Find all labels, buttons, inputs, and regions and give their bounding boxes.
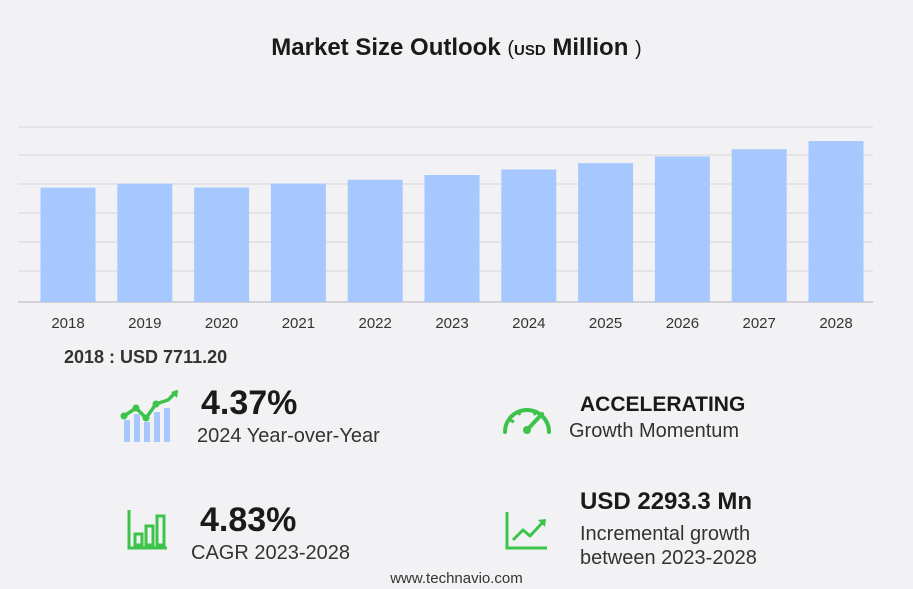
kpi-incremental-label-line1: Incremental growth	[580, 523, 751, 545]
bar-2027	[731, 149, 787, 302]
base-year-value: 2018 : USD 7711.20	[64, 347, 228, 367]
trend-line-icon	[505, 512, 547, 550]
bar-2023	[424, 175, 480, 302]
speedometer-icon	[503, 408, 551, 434]
kpi-cagr-label: CAGR 2023-2028	[191, 542, 350, 564]
bar-2024	[501, 169, 557, 302]
x-tick-label-2018: 2018	[51, 315, 84, 332]
title-main: Market Size Outlook	[271, 34, 501, 61]
bar-2025	[578, 163, 634, 302]
x-tick-label-2021: 2021	[282, 315, 315, 332]
kpi-momentum: ACCELERATING Growth Momentum	[569, 393, 745, 443]
kpi-momentum-value: ACCELERATING	[580, 393, 746, 416]
bar-2018	[40, 187, 96, 302]
kpi-momentum-label: Growth Momentum	[569, 420, 740, 442]
x-tick-label-2028: 2028	[819, 315, 852, 332]
bar-2028	[808, 141, 864, 302]
x-tick-label-2024: 2024	[512, 315, 545, 332]
kpi-incremental-value: USD 2293.3 Mn	[580, 488, 753, 515]
title-unit-open: (	[507, 38, 515, 60]
bar-chart: 2018 2019 2020 2021 2022 2023 2024 2025 2026 2027…	[18, 126, 873, 332]
x-tick-label-2019: 2019	[128, 315, 161, 332]
bar-2019	[117, 183, 173, 302]
x-tick-label-2027: 2027	[743, 315, 776, 332]
x-tick-label-2026: 2026	[666, 315, 699, 332]
bar-2022	[347, 179, 403, 302]
x-tick-label-2023: 2023	[435, 315, 468, 332]
x-tick-label-2020: 2020	[205, 315, 238, 332]
chart-title: Market Size Outlook (USD Million )	[0, 34, 913, 62]
kpi-incremental: USD 2293.3 Mn Incremental growth between…	[580, 488, 757, 570]
bar-2020	[194, 187, 250, 302]
kpi-incremental-label-line2: between 2023-2028	[580, 547, 757, 569]
growth-bars-icon	[120, 390, 178, 442]
footer-source: www.technavio.com	[390, 570, 523, 587]
kpi-yoy: 4.37% 2024 Year-over-Year	[197, 384, 380, 448]
bar-2026	[654, 156, 710, 302]
x-tick-label-2025: 2025	[589, 315, 622, 332]
kpi-yoy-value: 4.37%	[201, 384, 298, 422]
kpi-cagr: 4.83% CAGR 2023-2028	[191, 501, 350, 565]
title-unit-currency: USD	[514, 42, 546, 59]
title-unit-close: )	[635, 38, 642, 60]
kpi-yoy-label: 2024 Year-over-Year	[197, 425, 380, 447]
bar-2021	[270, 183, 326, 302]
x-tick-label-2022: 2022	[359, 315, 392, 332]
kpi-cagr-value: 4.83%	[200, 501, 297, 539]
bar-chart-icon	[127, 510, 167, 550]
title-unit-scale: Million	[552, 34, 629, 61]
